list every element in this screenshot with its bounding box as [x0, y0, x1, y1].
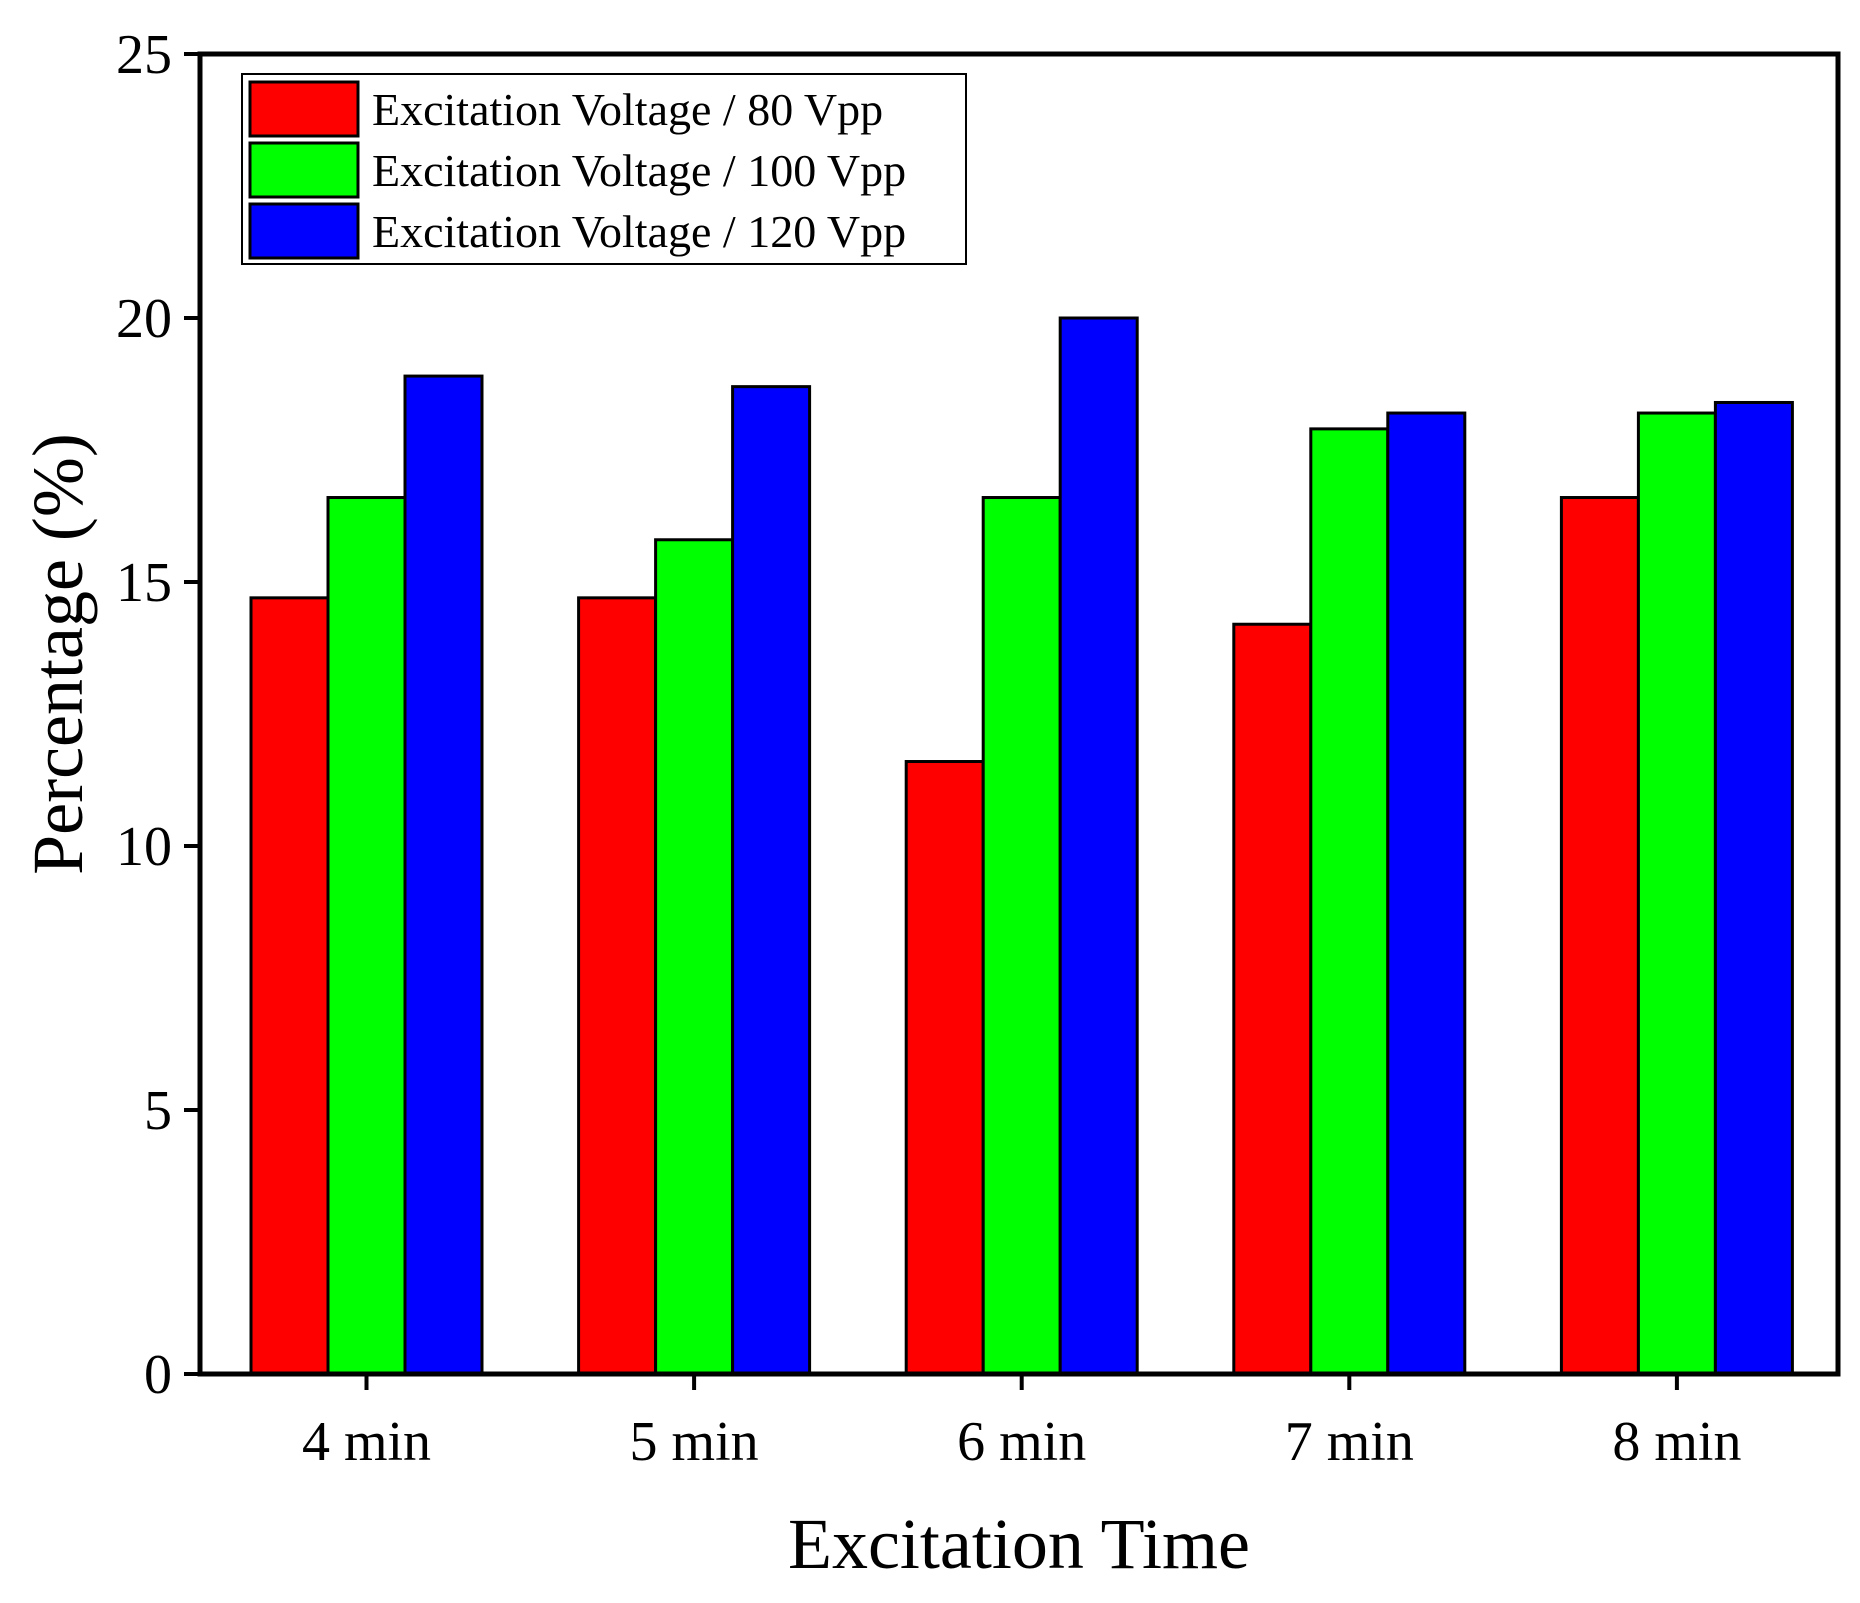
x-axis-title: Excitation Time — [788, 1504, 1250, 1584]
legend-box — [241, 73, 967, 265]
y-tick-label: 10 — [116, 816, 172, 878]
bar-5-min-series-3 — [731, 385, 812, 1376]
bar-8-min-series-1 — [1559, 496, 1640, 1376]
legend-swatch-series-1 — [248, 80, 360, 138]
bar-7-min-series-1 — [1232, 622, 1313, 1376]
y-tick-label: 20 — [116, 288, 172, 350]
y-tick-label: 25 — [116, 24, 172, 86]
x-tick-label: 4 min — [302, 1411, 431, 1473]
bar-8-min-series-3 — [1713, 400, 1794, 1376]
bar-8-min-series-2 — [1636, 411, 1717, 1376]
x-tick-label: 7 min — [1285, 1411, 1414, 1473]
bar-6-min-series-2 — [981, 496, 1062, 1376]
bar-7-min-series-3 — [1386, 411, 1467, 1376]
y-tick-label: 0 — [144, 1344, 172, 1406]
bars-layer — [249, 316, 1794, 1376]
x-tick-label: 5 min — [630, 1411, 759, 1473]
x-tick-label: 8 min — [1612, 1411, 1741, 1473]
legend-label-series-2: Excitation Voltage / 100 Vpp — [372, 145, 906, 196]
y-tick-label: 15 — [116, 552, 172, 614]
bar-6-min-series-3 — [1058, 316, 1139, 1376]
y-axis-title: Percentage (%) — [18, 433, 98, 875]
bar-7-min-series-2 — [1309, 427, 1390, 1376]
bar-5-min-series-2 — [654, 538, 735, 1376]
legend: Excitation Voltage / 80 Vpp Excitation Vo… — [241, 73, 967, 265]
bar-4-min-series-1 — [249, 596, 330, 1376]
y-tick-label: 5 — [144, 1080, 172, 1142]
legend-label-series-3: Excitation Voltage / 120 Vpp — [372, 206, 906, 257]
legend-swatch-series-3 — [248, 202, 360, 260]
bar-4-min-series-3 — [403, 374, 484, 1376]
bar-5-min-series-1 — [577, 596, 658, 1376]
x-tick-label: 6 min — [957, 1411, 1086, 1473]
legend-swatch-series-2 — [248, 141, 360, 199]
bar-6-min-series-1 — [904, 760, 985, 1376]
legend-label-series-1: Excitation Voltage / 80 Vpp — [372, 84, 883, 135]
axes-layer: 0 5 10 15 20 25 4 min 5 min 6 min 7 min 8 min — [116, 24, 1741, 1473]
plot-frame — [197, 51, 1841, 1377]
bar-4-min-series-2 — [326, 496, 407, 1376]
